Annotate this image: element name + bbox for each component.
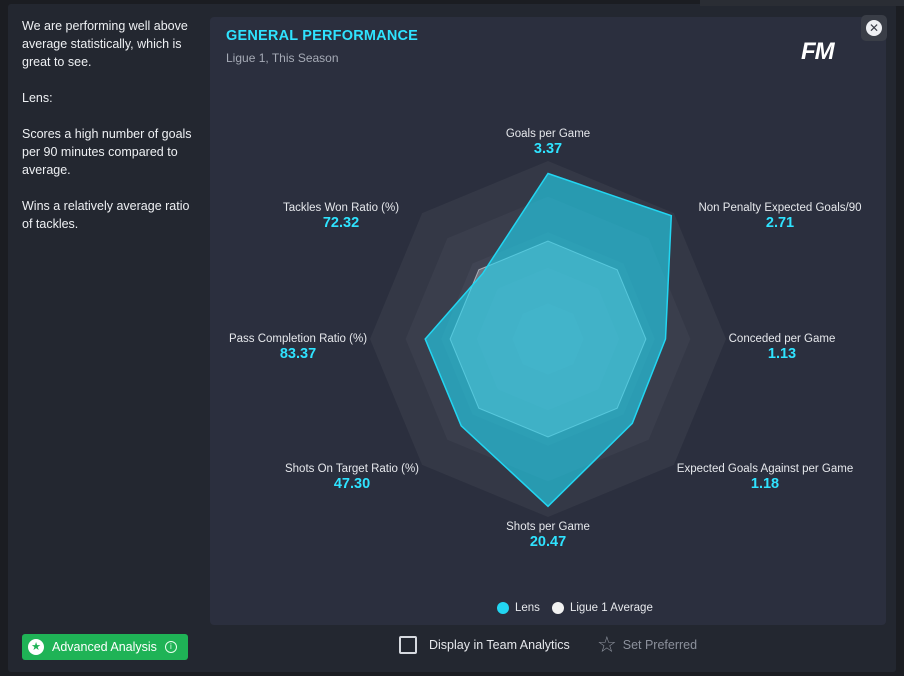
axis-value: 3.37 [533, 141, 563, 157]
axis-label: Shots On Target Ratio (%) 47.30 [285, 463, 419, 492]
axis-value: 20.47 [529, 534, 567, 550]
analysis-paragraph: Lens: [22, 91, 53, 105]
display-in-team-analytics-label: Display in Team Analytics [429, 638, 570, 652]
axis-value: 1.13 [767, 346, 797, 362]
axis-name: Shots On Target Ratio (%) [284, 463, 420, 475]
axis-name: Pass Completion Ratio (%) [228, 333, 368, 345]
info-icon[interactable]: i [164, 641, 177, 653]
panel-subtitle: Ligue 1, This Season [226, 51, 339, 65]
analysis-paragraph: Wins a relatively average ratio of tackl… [22, 199, 190, 231]
analysis-paragraph: Scores a high number of goals per 90 min… [22, 127, 192, 177]
advanced-analysis-label: Advanced Analysis [52, 640, 157, 654]
display-in-team-analytics-checkbox[interactable] [399, 636, 417, 654]
set-preferred-label: Set Preferred [622, 638, 698, 652]
display-in-team-analytics-toggle[interactable]: Display in Team Analytics [399, 636, 570, 654]
chart-legend: Lens Ligue 1 Average [497, 602, 665, 614]
legend-dot-lens [497, 602, 509, 614]
axis-name: Conceded per Game [728, 333, 836, 345]
general-performance-panel: GENERAL PERFORMANCE Ligue 1, This Season… [210, 17, 886, 625]
axis-label: Pass Completion Ratio (%) 83.37 [229, 333, 367, 362]
axis-value: 72.32 [322, 215, 360, 231]
analysis-text: We are performing well above average sta… [22, 17, 202, 251]
close-icon: ✕ [866, 20, 882, 36]
star-circle-icon: ★ [28, 639, 44, 655]
legend-label: Lens [515, 602, 540, 614]
radar-chart [370, 161, 726, 517]
axis-name: Goals per Game [505, 128, 591, 140]
analysis-paragraph: We are performing well above average sta… [22, 19, 188, 69]
axis-value: 1.18 [750, 476, 780, 492]
axis-value: 47.30 [333, 476, 371, 492]
legend-dot-average [551, 602, 564, 614]
star-outline-icon: ☆ [597, 632, 617, 657]
axis-label: Conceded per Game 1.13 [729, 333, 836, 362]
axis-label: Expected Goals Against per Game 1.18 [677, 463, 853, 492]
axis-name: Tackles Won Ratio (%) [282, 202, 400, 214]
advanced-analysis-button[interactable]: ★ Advanced Analysis i [22, 634, 188, 660]
axis-name: Expected Goals Against per Game [676, 463, 854, 475]
axis-name: Non Penalty Expected Goals/90 [698, 202, 862, 214]
axis-label: Goals per Game 3.37 [506, 128, 590, 157]
set-preferred-button[interactable]: ☆ Set Preferred [597, 634, 697, 656]
legend-label: Ligue 1 Average [569, 602, 653, 614]
axis-label: Tackles Won Ratio (%) 72.32 [283, 202, 399, 231]
axis-label: Shots per Game 20.47 [506, 521, 590, 550]
series-lens-polygon [424, 172, 673, 508]
legend-item-average: Ligue 1 Average [551, 602, 653, 614]
fm-logo: FM [801, 38, 835, 65]
panel-title: GENERAL PERFORMANCE [226, 28, 419, 44]
axis-name: Shots per Game [506, 521, 590, 533]
axis-label: Non Penalty Expected Goals/90 2.71 [698, 202, 861, 231]
axis-value: 2.71 [765, 215, 795, 231]
axis-value: 83.37 [279, 346, 317, 362]
close-button[interactable]: ✕ [861, 15, 887, 41]
background-strip [700, 0, 904, 6]
legend-item-lens: Lens [497, 602, 540, 614]
